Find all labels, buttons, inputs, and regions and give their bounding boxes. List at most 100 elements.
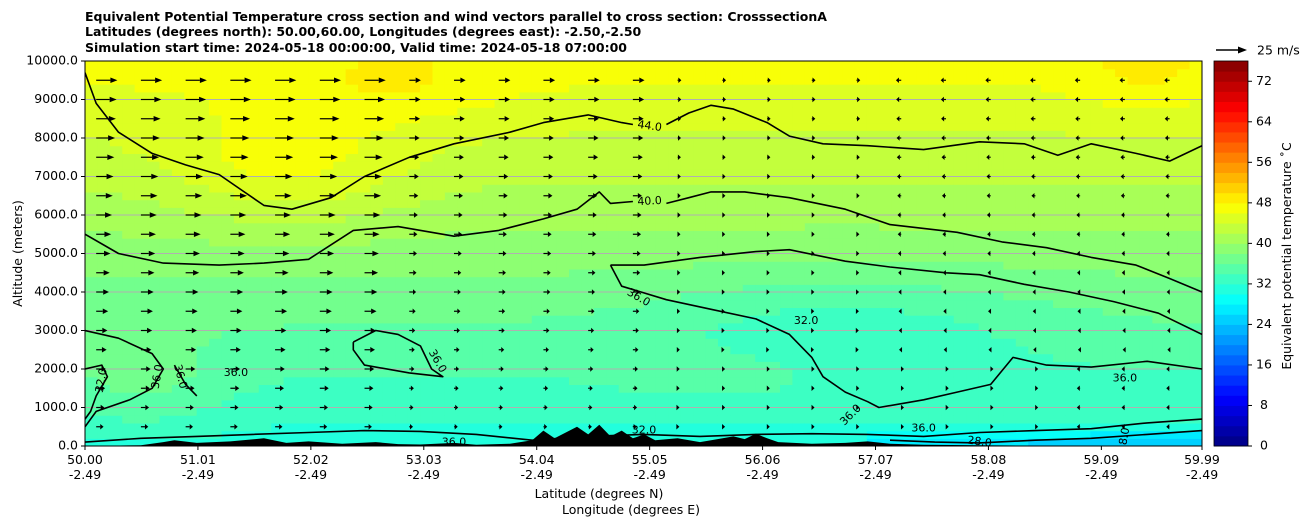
wind-arrow — [588, 96, 600, 103]
field-cell — [842, 369, 856, 378]
field-cell — [382, 191, 396, 201]
field-cell — [246, 184, 260, 193]
field-cell — [606, 114, 620, 124]
field-cell — [457, 261, 471, 270]
field-cell — [879, 114, 893, 124]
field-cell — [320, 122, 334, 131]
field-cell — [97, 338, 111, 347]
field-cell — [295, 168, 309, 178]
field-cell — [680, 215, 694, 224]
field-cell — [618, 399, 632, 409]
field-cell — [494, 168, 508, 178]
field-cell — [854, 392, 868, 401]
field-cell — [606, 130, 620, 139]
field-cell — [1040, 153, 1054, 162]
field-cell — [705, 307, 719, 316]
wind-arrow — [543, 96, 555, 103]
field-cell — [320, 176, 334, 185]
field-cell — [122, 268, 136, 278]
field-cell — [370, 184, 384, 193]
field-cell — [916, 91, 930, 101]
field-cell — [631, 384, 645, 393]
field-cell — [730, 68, 744, 77]
field-cell — [482, 238, 496, 247]
field-cell — [606, 68, 620, 77]
field-cell — [618, 307, 632, 316]
field-cell — [184, 168, 198, 178]
field-cell — [1189, 330, 1202, 339]
field-cell — [147, 199, 161, 208]
field-cell — [767, 338, 781, 347]
field-cell — [1164, 138, 1178, 147]
field-cell — [655, 91, 669, 101]
field-cell — [941, 407, 955, 416]
field-cell — [1189, 230, 1202, 239]
field-cell — [407, 122, 421, 131]
field-cell — [891, 268, 905, 278]
field-cell — [606, 307, 620, 316]
field-cell — [755, 130, 769, 139]
field-cell — [1115, 168, 1129, 178]
field-cell — [1127, 315, 1141, 324]
field-cell — [1152, 361, 1166, 370]
field-cell — [879, 299, 893, 308]
field-cell — [953, 107, 967, 116]
field-cell — [1015, 276, 1029, 285]
field-cell — [829, 153, 843, 162]
field-cell — [1077, 230, 1091, 239]
field-cell — [904, 276, 918, 285]
field-cell — [85, 345, 99, 355]
field-cell — [1040, 438, 1054, 446]
field-cell — [134, 392, 148, 401]
field-cell — [556, 384, 570, 393]
wind-head — [767, 173, 771, 180]
field-cell — [593, 91, 607, 101]
field-cell — [134, 215, 148, 224]
field-cell — [1077, 369, 1091, 378]
field-cell — [395, 299, 409, 308]
field-cell — [854, 361, 868, 370]
field-cell — [519, 215, 533, 224]
field-cell — [1164, 230, 1178, 239]
field-cell — [469, 415, 483, 424]
field-cell — [457, 307, 471, 316]
field-cell — [717, 330, 731, 339]
field-cell — [395, 261, 409, 270]
field-cell — [308, 276, 322, 285]
field-cell — [283, 407, 297, 416]
field-cell — [618, 130, 632, 139]
field-cell — [1164, 76, 1178, 85]
field-cell — [730, 107, 744, 116]
field-cell — [978, 168, 992, 178]
field-cell — [345, 438, 359, 446]
field-cell — [780, 138, 794, 147]
field-cell — [966, 430, 980, 439]
field-cell — [1164, 407, 1178, 416]
field-cell — [780, 153, 794, 162]
wind-arrow — [632, 135, 644, 141]
field-cell — [842, 222, 856, 231]
field-cell — [866, 176, 880, 185]
field-cell — [258, 99, 272, 108]
field-cell — [581, 422, 595, 432]
field-cell — [655, 184, 669, 193]
field-cell — [1090, 407, 1104, 416]
field-cell — [780, 438, 794, 446]
wind-head — [941, 115, 945, 122]
wind-arrow — [140, 173, 159, 180]
field-cell — [1127, 245, 1141, 255]
field-cell — [184, 322, 198, 332]
field-cell — [370, 422, 384, 432]
field-cell — [519, 338, 533, 347]
field-cell — [966, 345, 980, 355]
field-cell — [792, 61, 806, 70]
field-cell — [1127, 384, 1141, 393]
field-cell — [122, 184, 136, 193]
field-cell — [680, 376, 694, 385]
field-cell — [1077, 345, 1091, 355]
field-cell — [1139, 114, 1153, 124]
field-cell — [1028, 330, 1042, 339]
field-cell — [755, 299, 769, 308]
field-cell — [767, 138, 781, 147]
field-cell — [382, 299, 396, 308]
